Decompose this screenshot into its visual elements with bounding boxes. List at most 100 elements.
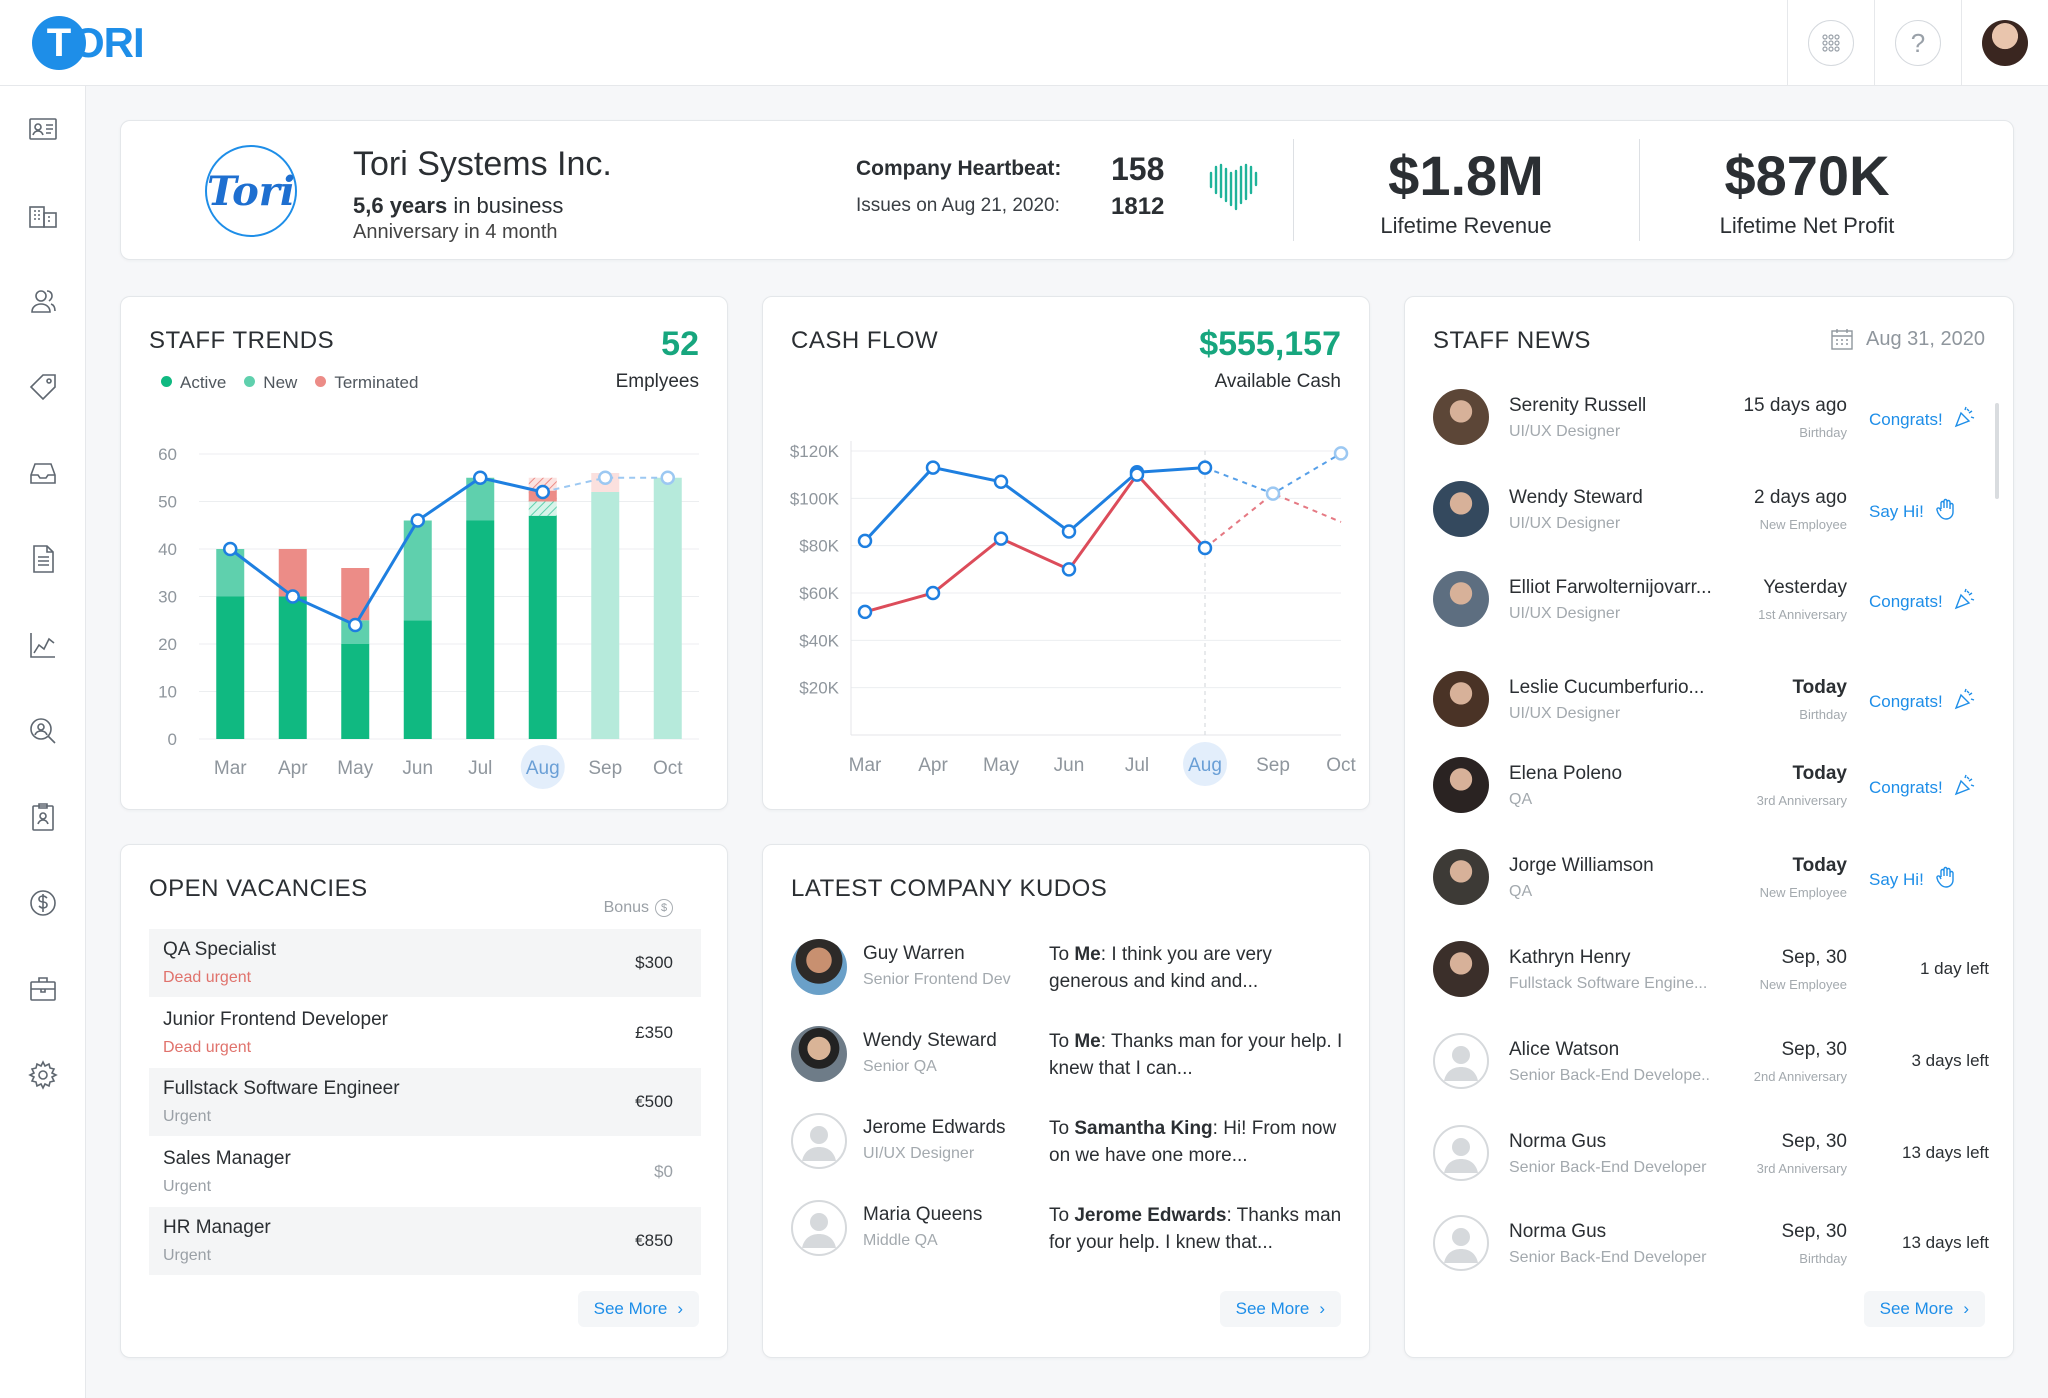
avatar[interactable] — [1433, 1033, 1489, 1089]
anniversary-text: Anniversary in 4 month — [353, 221, 558, 243]
user-avatar — [1982, 20, 2028, 66]
avatar[interactable] — [1433, 1125, 1489, 1181]
gear-icon[interactable] — [22, 1054, 64, 1096]
congrats-button[interactable]: Congrats! — [1869, 773, 1977, 802]
news-date-text: Aug 31, 2020 — [1866, 327, 1985, 350]
see-more-button[interactable]: See More › — [577, 1291, 699, 1327]
tori-logo[interactable]: T ORI — [32, 16, 145, 70]
employee-count: 52 — [661, 325, 699, 363]
search-person-icon[interactable] — [22, 710, 64, 752]
party-popper-icon — [1953, 405, 1977, 434]
chart-icon[interactable] — [22, 624, 64, 666]
avatar[interactable] — [1433, 1215, 1489, 1271]
kudo-recipient: Me — [1074, 944, 1101, 965]
news-date[interactable]: Aug 31, 2020 — [1830, 327, 1985, 351]
action-label: Congrats! — [1869, 777, 1943, 797]
badge-icon[interactable] — [22, 796, 64, 838]
employee-count-label: Emplyees — [615, 371, 699, 392]
kudo-message[interactable]: To Jerome Edwards: Thanks man for your h… — [1049, 1202, 1349, 1256]
see-more-button[interactable]: See More › — [1863, 1291, 1985, 1327]
trend-point — [223, 541, 238, 557]
bar-terminated — [341, 568, 370, 621]
avatar[interactable] — [791, 1200, 847, 1256]
company-name: Tori Systems Inc. — [353, 145, 612, 183]
top-actions: ? — [1787, 0, 2048, 86]
bar-active — [341, 644, 370, 739]
staff-trends-card: STAFF TRENDS 52 Emplyees Active New Term… — [120, 296, 728, 810]
avatar[interactable] — [1433, 941, 1489, 997]
vacancy-bonus: €850 — [635, 1231, 673, 1250]
avatar[interactable] — [1433, 389, 1489, 445]
kudo-message[interactable]: To Samantha King: Hi! From now on we hav… — [1049, 1115, 1349, 1169]
vacancy-title: Junior Frontend Developer — [163, 1008, 388, 1030]
people-icon[interactable] — [22, 280, 64, 322]
kudo-author-name: Jerome Edwards — [863, 1117, 1006, 1138]
vacancy-row[interactable]: QA Specialist Dead urgent $300 — [149, 929, 701, 997]
cash-point — [1197, 460, 1213, 475]
avatar[interactable] — [1433, 671, 1489, 727]
briefcase-icon[interactable] — [22, 968, 64, 1010]
avatar[interactable] — [1433, 571, 1489, 627]
inbox-icon[interactable] — [22, 452, 64, 494]
avatar[interactable] — [1433, 849, 1489, 905]
staff-news-card: STAFF NEWS Aug 31, 2020 See More › Sereni… — [1404, 296, 2014, 1358]
cash-point — [925, 585, 941, 601]
kudo-text: : I think you are very generous and kind… — [1049, 944, 1272, 992]
vacancy-row[interactable]: Junior Frontend Developer Dead urgent £350 — [149, 999, 701, 1067]
news-when: Today — [1792, 763, 1847, 784]
x-tick-label: Aug — [526, 758, 560, 779]
bonus-label: Bonus — [603, 899, 649, 916]
building-icon[interactable] — [22, 194, 64, 236]
congrats-button[interactable]: Congrats! — [1869, 405, 1977, 434]
scrollbar[interactable] — [1995, 403, 1999, 499]
cash-point — [993, 531, 1009, 546]
kudo-to-prefix: To — [1049, 944, 1075, 965]
cash-point — [1061, 562, 1077, 577]
profile-button[interactable] — [1961, 0, 2048, 86]
vacancy-row[interactable]: HR Manager Urgent €850 — [149, 1207, 701, 1275]
congrats-button[interactable]: Congrats! — [1869, 687, 1977, 716]
help-icon: ? — [1895, 20, 1941, 66]
kudo-recipient: Jerome Edwards — [1074, 1205, 1227, 1226]
news-when: Sep, 30 — [1781, 947, 1848, 968]
card-title: LATEST COMPANY KUDOS — [791, 875, 1108, 902]
avatar[interactable] — [791, 1026, 847, 1082]
vacancy-row[interactable]: Sales Manager Urgent $0 — [149, 1138, 701, 1206]
legend-terminated: Terminated — [315, 373, 418, 393]
see-more-button[interactable]: See More › — [1219, 1291, 1341, 1327]
trend-point — [410, 513, 425, 528]
avatar[interactable] — [1433, 481, 1489, 537]
document-icon[interactable] — [22, 538, 64, 580]
vacancy-title: HR Manager — [163, 1217, 271, 1238]
cash-line-projected — [1204, 492, 1342, 549]
id-card-icon[interactable] — [22, 108, 64, 150]
kudo-message[interactable]: To Me: Thanks man for your help. I knew … — [1049, 1028, 1349, 1082]
grid-icon — [1808, 20, 1854, 66]
x-tick-label: Oct — [653, 758, 683, 779]
avatar[interactable] — [1433, 757, 1489, 813]
vacancy-bonus: £350 — [635, 1022, 673, 1042]
y-tick-label: $80K — [799, 537, 839, 556]
y-tick-label: 0 — [168, 730, 177, 749]
avatar[interactable] — [791, 1113, 847, 1169]
bar-active — [653, 477, 682, 739]
open-vacancies-card: OPEN VACANCIES Bonus $ See More › QA Spec… — [120, 844, 728, 1358]
news-event: Birthday — [1799, 707, 1847, 722]
cash-point — [857, 604, 873, 620]
news-when: 15 days ago — [1743, 395, 1847, 416]
highlight-marker — [520, 745, 565, 789]
news-event: New Employee — [1759, 977, 1847, 992]
help-button[interactable]: ? — [1874, 0, 1961, 86]
x-tick-label: Sep — [1256, 755, 1290, 776]
say-hi-button[interactable]: Say Hi! — [1869, 497, 1958, 526]
say-hi-button[interactable]: Say Hi! — [1869, 865, 1958, 894]
vacancy-row[interactable]: Fullstack Software Engineer Urgent €500 — [149, 1068, 701, 1136]
tag-icon[interactable] — [22, 366, 64, 408]
kudo-message[interactable]: To Me: I think you are very generous and… — [1049, 941, 1349, 995]
apps-button[interactable] — [1787, 0, 1874, 86]
card-title: CASH FLOW — [791, 327, 939, 354]
avatar[interactable] — [791, 939, 847, 995]
congrats-button[interactable]: Congrats! — [1869, 587, 1977, 616]
dollar-icon[interactable] — [22, 882, 64, 924]
company-age: 5,6 years in business — [353, 193, 563, 219]
